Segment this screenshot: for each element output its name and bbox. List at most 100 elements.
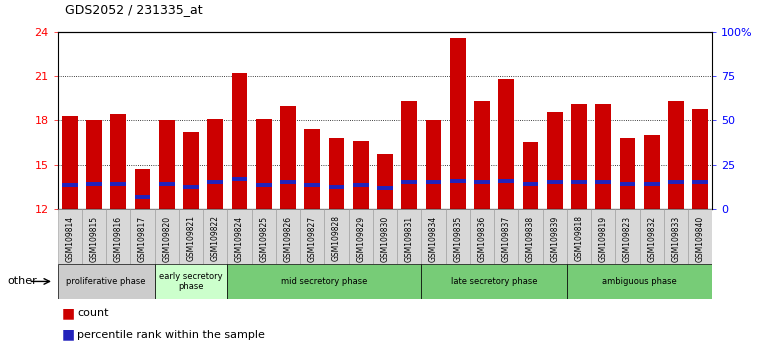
Bar [86,182,102,186]
Bar [62,183,78,187]
Bar [159,120,175,209]
Bar [470,209,494,264]
Bar [227,209,252,264]
Text: GSM109817: GSM109817 [138,216,147,262]
Bar [620,138,635,209]
Text: GSM109816: GSM109816 [114,216,123,262]
Text: GSM109830: GSM109830 [380,216,390,262]
Bar [207,180,223,184]
Bar [349,209,373,264]
Bar [329,185,344,189]
Text: GSM109829: GSM109829 [357,216,365,262]
Text: GDS2052 / 231335_at: GDS2052 / 231335_at [65,3,203,16]
Bar [155,209,179,264]
Bar [207,119,223,209]
Bar [377,186,393,190]
Bar [692,109,708,209]
Bar [640,209,664,264]
Bar [183,185,199,189]
Text: GSM109832: GSM109832 [647,216,656,262]
Text: proliferative phase: proliferative phase [66,277,146,286]
Bar [421,209,446,264]
Text: GSM109815: GSM109815 [89,216,99,262]
Bar [523,143,538,209]
Text: ■: ■ [62,327,75,342]
Text: GSM109824: GSM109824 [235,216,244,262]
Bar [353,141,369,209]
Bar [353,183,369,187]
Text: GSM109827: GSM109827 [308,216,316,262]
Bar [474,101,490,209]
Bar [110,182,126,186]
Bar [58,209,82,264]
Text: GSM109820: GSM109820 [162,216,172,262]
Bar [595,104,611,209]
Text: GSM109825: GSM109825 [259,216,268,262]
Bar [300,209,324,264]
Text: GSM109826: GSM109826 [283,216,293,262]
Bar [232,73,247,209]
Bar [498,79,514,209]
Bar [304,129,320,209]
Bar [86,120,102,209]
Text: GSM109840: GSM109840 [695,216,705,262]
Bar [252,209,276,264]
Text: GSM109823: GSM109823 [623,216,632,262]
Text: ambiguous phase: ambiguous phase [602,277,677,286]
Bar [324,209,349,264]
Bar [474,180,490,184]
Text: GSM109835: GSM109835 [454,216,462,262]
Bar [304,183,320,187]
Bar [58,264,155,299]
Bar [518,209,543,264]
Bar [547,112,563,209]
Bar [426,180,441,184]
Text: GSM109838: GSM109838 [526,216,535,262]
Bar [227,264,421,299]
Text: mid secretory phase: mid secretory phase [281,277,367,286]
Text: late secretory phase: late secretory phase [450,277,537,286]
Bar [523,182,538,186]
Bar [280,180,296,184]
Bar [450,179,466,183]
Text: GSM109822: GSM109822 [211,216,219,262]
Bar [668,180,684,184]
Bar [179,209,203,264]
Bar [494,209,518,264]
Bar [135,169,150,209]
Bar [543,209,567,264]
Text: percentile rank within the sample: percentile rank within the sample [77,330,265,339]
Bar [547,180,563,184]
Bar [256,183,272,187]
Bar [183,132,199,209]
Text: early secretory
phase: early secretory phase [159,272,223,291]
Text: GSM109837: GSM109837 [502,216,511,262]
Bar [450,38,466,209]
Text: ■: ■ [62,306,75,320]
Bar [567,209,591,264]
Bar [397,209,421,264]
Text: other: other [8,276,38,286]
Text: GSM109839: GSM109839 [551,216,559,262]
Bar [591,209,615,264]
Bar [401,101,417,209]
Bar [567,264,712,299]
Bar [232,177,247,181]
Text: GSM109833: GSM109833 [671,216,681,262]
Bar [135,195,150,199]
Bar [644,135,660,209]
Bar [644,182,660,186]
Bar [595,180,611,184]
Bar [203,209,227,264]
Text: GSM109828: GSM109828 [332,216,341,262]
Bar [62,116,78,209]
Bar [571,180,587,184]
Bar [106,209,130,264]
Bar [130,209,155,264]
Bar [664,209,688,264]
Text: GSM109818: GSM109818 [574,216,584,262]
Bar [329,138,344,209]
Bar [401,180,417,184]
Bar [688,209,712,264]
Bar [276,209,300,264]
